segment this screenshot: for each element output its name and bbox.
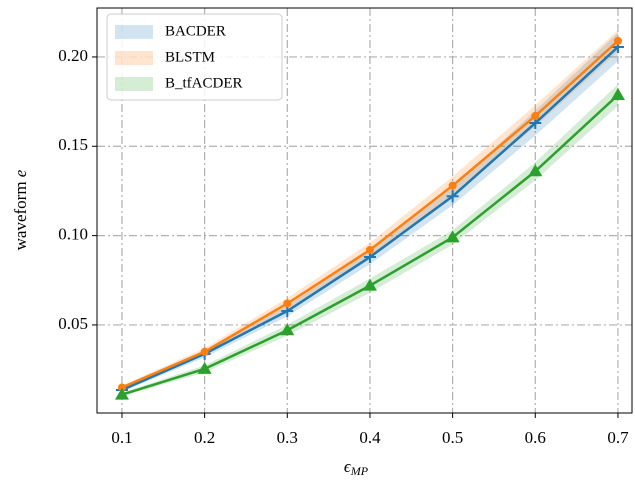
x-tick-label: 0.6 xyxy=(525,428,546,447)
marker xyxy=(365,245,374,254)
x-label-subscript: MP xyxy=(350,464,369,478)
marker xyxy=(197,361,212,374)
y-tick-label: 0.20 xyxy=(58,46,88,65)
legend-label: BACDER xyxy=(165,23,226,39)
marker xyxy=(448,181,457,190)
legend-label: BLSTM xyxy=(165,49,215,65)
marker xyxy=(446,190,459,203)
x-label-symbol: ϵ xyxy=(344,457,352,476)
x-tick-label: 0.2 xyxy=(194,428,215,447)
marker xyxy=(200,347,209,356)
series xyxy=(117,36,622,392)
marker xyxy=(117,383,126,392)
series xyxy=(114,88,625,400)
legend: BACDER BLSTM B_tfACDER xyxy=(106,13,283,101)
marker xyxy=(283,299,292,308)
marker xyxy=(613,36,622,45)
x-tick-label: 0.4 xyxy=(359,428,381,447)
legend-swatch xyxy=(115,25,153,39)
y-tick-label: 0.05 xyxy=(58,314,88,333)
legend-box xyxy=(106,13,283,101)
marker xyxy=(531,111,540,120)
marker xyxy=(445,230,460,243)
x-tick-label: 0.3 xyxy=(277,428,298,447)
y-tick-label: 0.10 xyxy=(58,225,88,244)
x-tick-label: 0.1 xyxy=(111,428,132,447)
x-axis-label: ϵMP xyxy=(344,457,369,478)
legend-swatch xyxy=(115,77,153,91)
y-axis-label: waveform e xyxy=(11,169,30,250)
marker xyxy=(528,164,543,177)
legend-label: B_tfACDER xyxy=(165,75,243,91)
marker xyxy=(362,278,377,291)
marker xyxy=(280,323,295,336)
y-tick-label: 0.15 xyxy=(58,135,88,154)
marker xyxy=(610,88,625,101)
plot-frame xyxy=(96,7,633,414)
x-tick-label: 0.7 xyxy=(607,428,629,447)
y-label-text: waveform xyxy=(11,181,30,250)
legend-swatch xyxy=(115,51,153,65)
marker xyxy=(114,387,129,400)
y-label-var: e xyxy=(11,169,30,177)
x-tick-label: 0.5 xyxy=(442,428,463,447)
